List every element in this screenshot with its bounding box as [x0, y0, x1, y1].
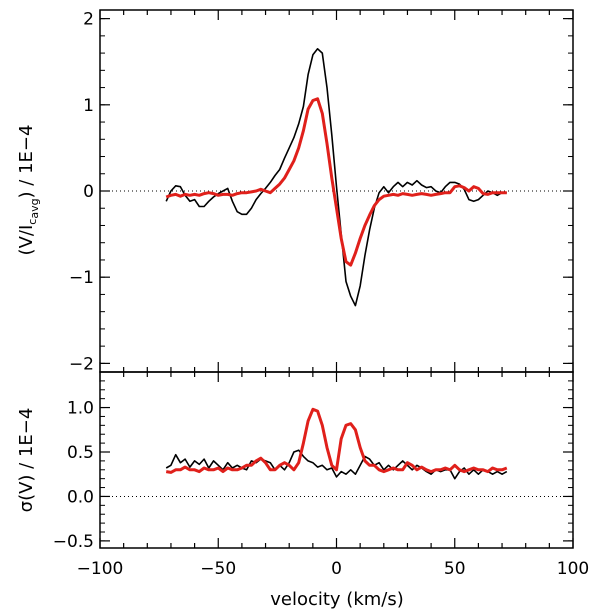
top-y-axis-label: (V/Icavg) / 1E−4 [16, 125, 41, 256]
top-panel: −2 −1 0 1 2 [69, 9, 574, 374]
series-line-model [165, 97, 507, 267]
y-tick-label: −0.5 [53, 532, 94, 552]
x-tick-label: 0 [331, 559, 342, 579]
bottom-y-axis-label: σ(V) / 1E−4 [16, 408, 37, 513]
top-y-axis-label-sub: c [26, 219, 39, 225]
top-y-axis-label-sub2: avg [28, 198, 41, 218]
top-y-axis-label-main: (V/I [16, 225, 37, 256]
y-tick-label: 0.5 [67, 443, 94, 463]
y-tick-label: 1.0 [67, 399, 94, 419]
x-tick-label: −100 [77, 559, 124, 579]
series-line-model [165, 407, 508, 474]
series-line-observed [165, 47, 507, 307]
y-tick-label: 1 [83, 96, 94, 116]
bottom-panel: −0.5 0.0 0.5 1.0 −100 −50 0 50 100 [53, 371, 589, 579]
y-tick-label: 2 [83, 10, 94, 30]
top-y-axis-label-tail: ) / 1E−4 [16, 125, 37, 199]
x-axis-label: velocity (km/s) [270, 589, 404, 610]
y-tick-label: 0 [83, 182, 94, 202]
x-tick-label: 50 [444, 559, 466, 579]
x-tick-label: 100 [557, 559, 589, 579]
y-tick-label: 0.0 [67, 487, 94, 507]
x-tick-label: −50 [200, 559, 236, 579]
y-tick-label: −1 [69, 268, 94, 288]
y-tick-label: −2 [69, 354, 94, 374]
